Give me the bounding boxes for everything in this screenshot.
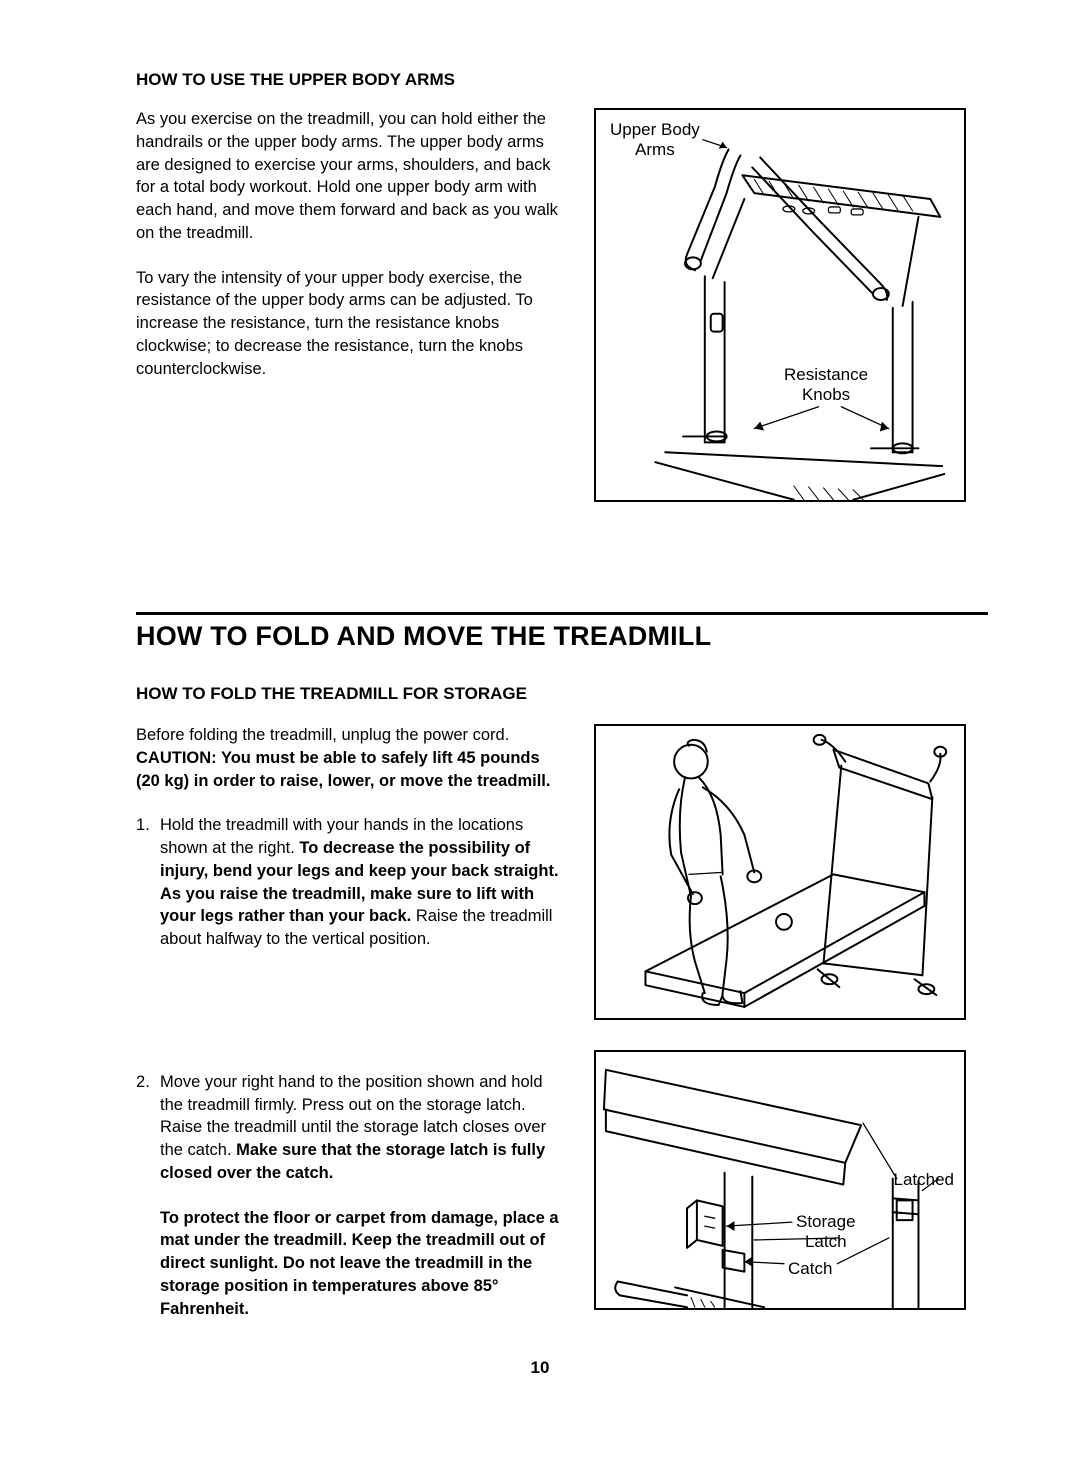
page-number: 10	[0, 1358, 1080, 1378]
section2-big-heading: HOW TO FOLD AND MOVE THE TREADMILL	[136, 621, 988, 652]
section1-heading: HOW TO USE THE UPPER BODY ARMS	[136, 70, 988, 90]
section1-text: As you exercise on the treadmill, you ca…	[136, 108, 566, 402]
latch-detail-drawing	[596, 1052, 964, 1309]
section1-p2: To vary the intensity of your upper body…	[136, 267, 566, 381]
figure-latch-detail: Latched Storage Latch Catch	[594, 1050, 966, 1310]
section2-text: Before folding the treadmill, unplug the…	[136, 724, 566, 1441]
person-lifting-drawing	[596, 726, 964, 1019]
step-2: Move your right hand to the position sho…	[136, 1071, 566, 1321]
section2-intro: Before folding the treadmill, unplug the…	[136, 724, 566, 792]
step2-sub: To protect the floor or carpet from dama…	[160, 1207, 566, 1321]
section1-p1: As you exercise on the treadmill, you ca…	[136, 108, 566, 245]
intro-caution: CAUTION: You must be able to safely lift…	[136, 749, 550, 790]
figure-person-lifting	[594, 724, 966, 1020]
section2-intro-row: Before folding the treadmill, unplug the…	[136, 724, 988, 1441]
figure-column: Latched Storage Latch Catch	[594, 724, 966, 1310]
section-divider	[136, 612, 988, 615]
section2-sub-heading: HOW TO FOLD THE TREADMILL FOR STORAGE	[136, 684, 988, 704]
figure-treadmill-arms: Upper Body Arms Resistance Knobs	[594, 108, 966, 502]
step-1: Hold the treadmill with your hands in th…	[136, 814, 566, 951]
treadmill-arms-drawing	[596, 110, 964, 500]
section1-row: As you exercise on the treadmill, you ca…	[136, 108, 988, 502]
intro-plain: Before folding the treadmill, unplug the…	[136, 726, 509, 744]
